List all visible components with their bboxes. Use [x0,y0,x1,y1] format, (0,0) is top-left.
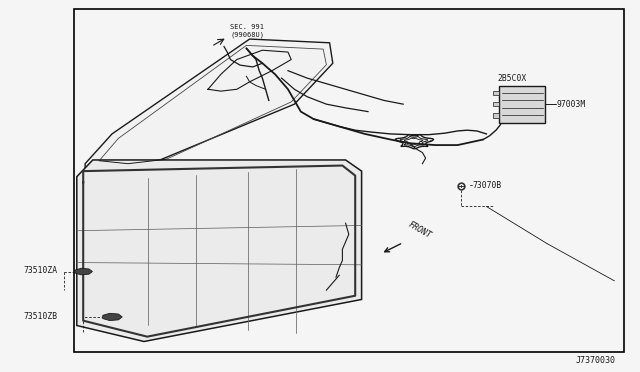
Text: 2B5C0X: 2B5C0X [498,74,527,83]
Bar [493,91,499,95]
Bar [493,113,499,118]
Text: 73070B: 73070B [472,181,502,190]
Bar [74,9,624,352]
Text: SEC. 991
(99068U): SEC. 991 (99068U) [230,24,264,38]
Polygon shape [103,313,122,321]
Polygon shape [85,39,333,169]
Text: FRONT: FRONT [407,219,433,240]
Text: 73510ZA: 73510ZA [23,266,57,275]
Text: 97003M: 97003M [557,100,586,109]
Bar [499,86,545,123]
Polygon shape [75,268,92,275]
Text: J7370030: J7370030 [576,356,616,365]
Polygon shape [77,160,362,341]
Text: 73510ZB: 73510ZB [23,312,57,321]
Bar [493,102,499,106]
